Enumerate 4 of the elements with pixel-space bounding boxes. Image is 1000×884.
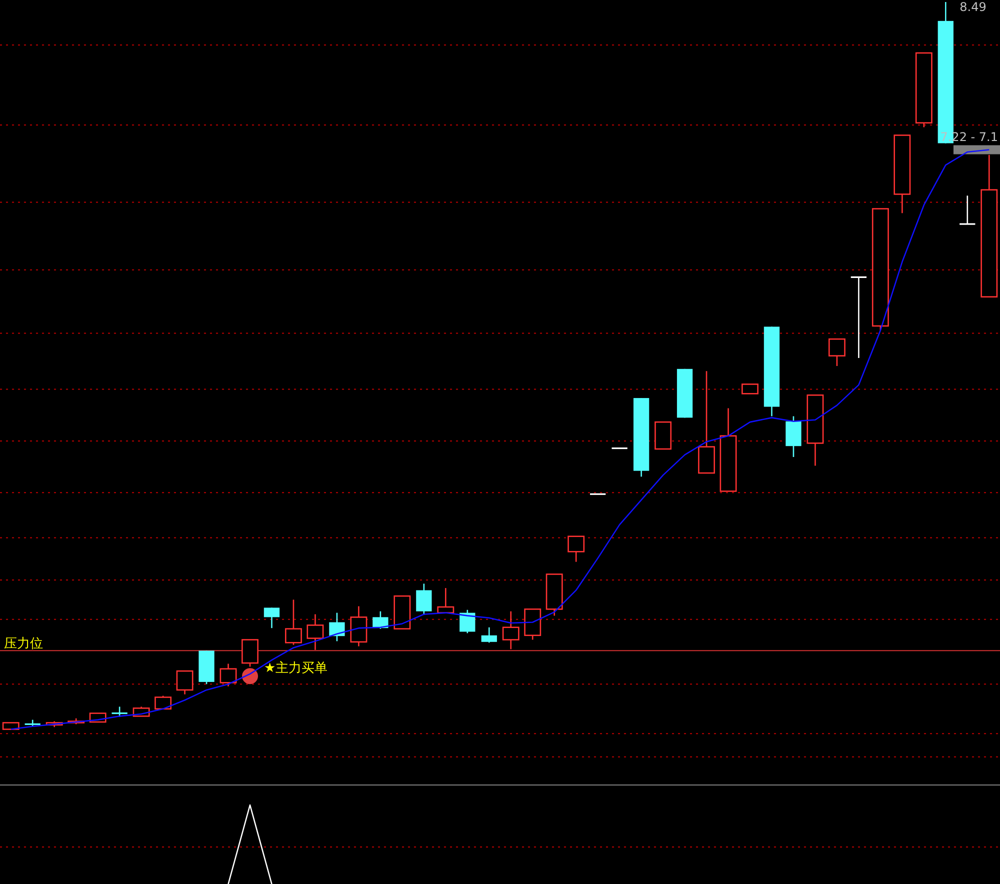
annotation: 8.49 — [960, 0, 986, 14]
ref-line-label: 压力位 — [4, 636, 43, 652]
annotation: 7.22 - 7.1 — [940, 130, 998, 144]
series-label: ★主力买单 — [264, 660, 328, 676]
